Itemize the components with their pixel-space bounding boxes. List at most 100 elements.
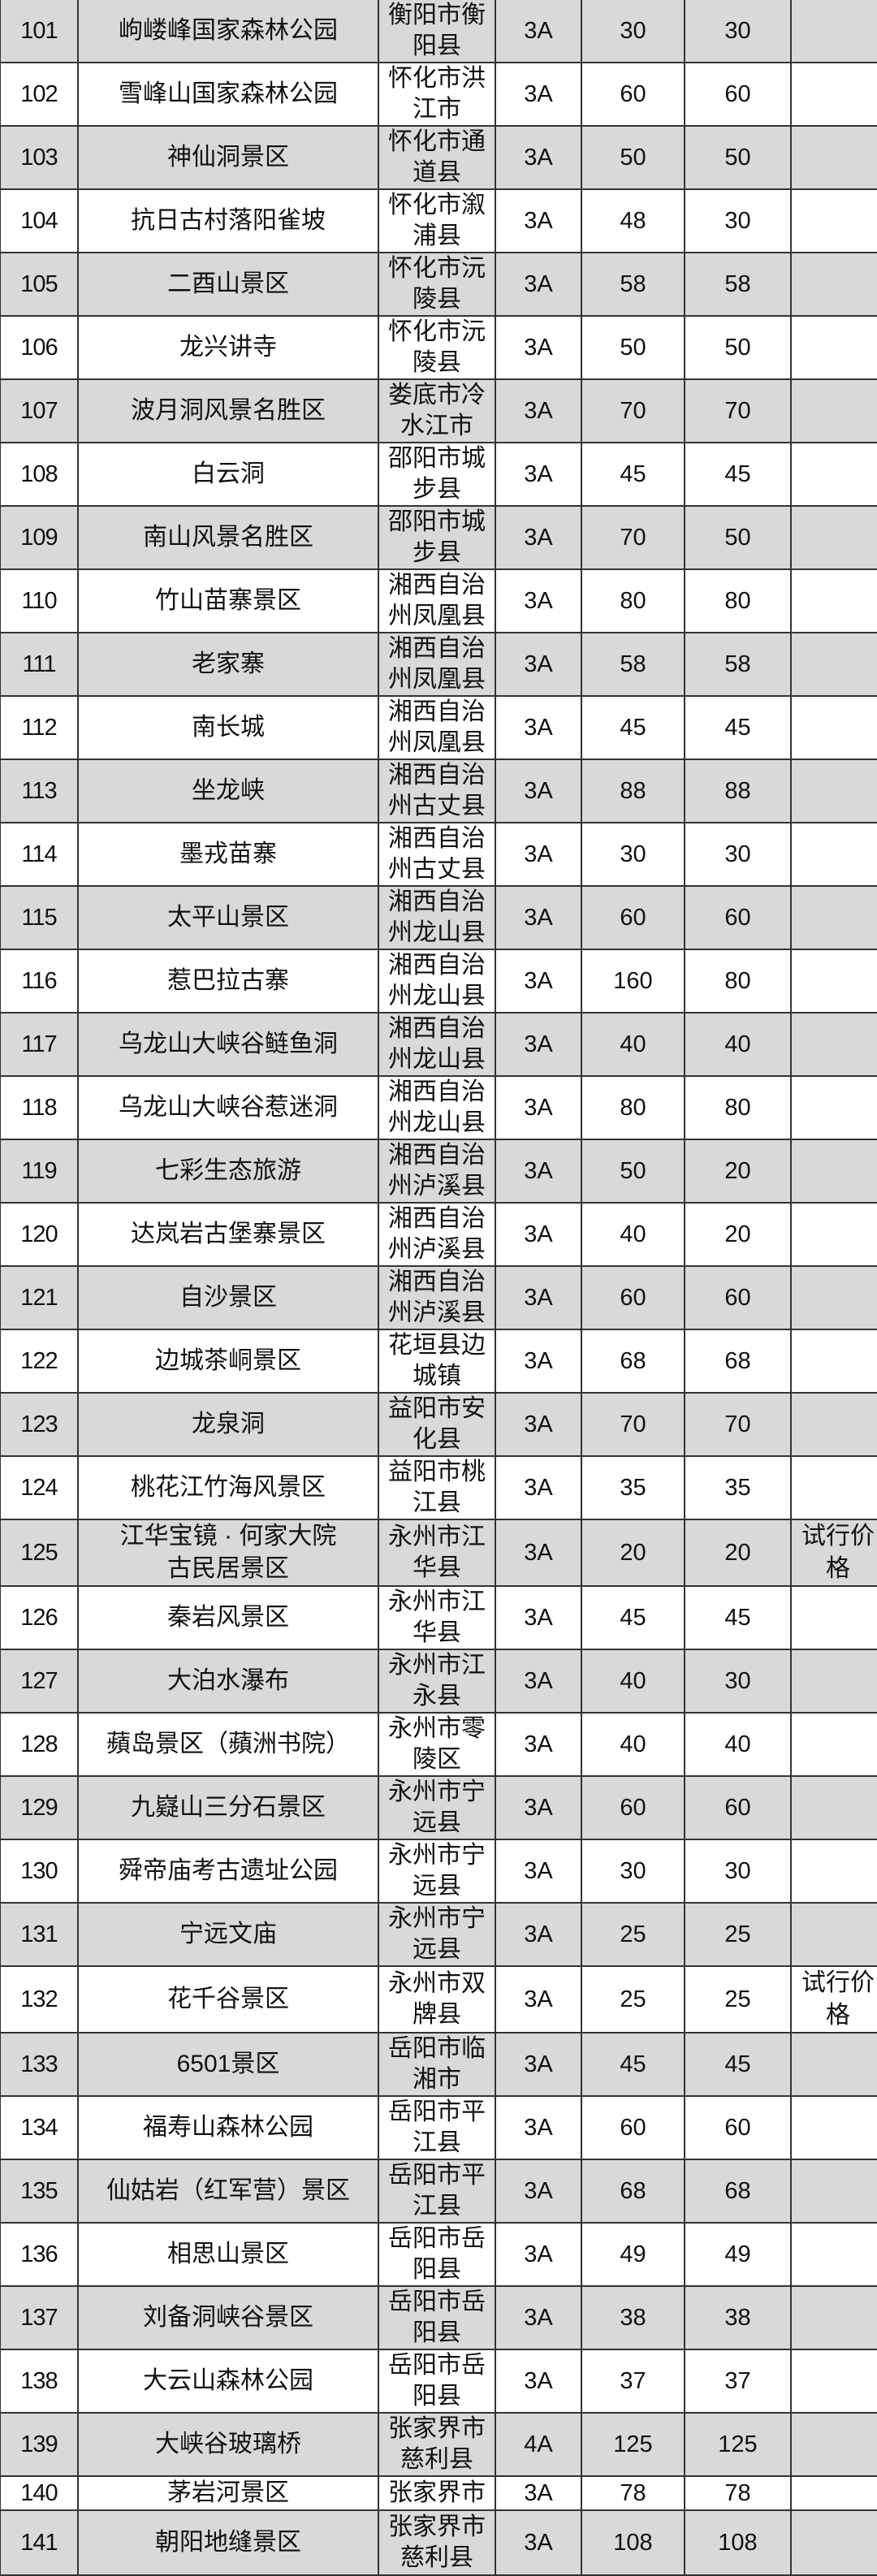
region-cell: 张家界市 [378, 2475, 496, 2511]
discounted-price-cell: 30 [684, 188, 792, 253]
remark-cell [790, 378, 877, 443]
row-number-cell: 107 [0, 378, 79, 443]
row-number-cell: 114 [0, 822, 79, 887]
row-number-cell: 123 [0, 1392, 79, 1457]
scenic-spot-name-cell: 秦岩风景区 [77, 1585, 379, 1650]
scenic-spot-name-cell: 6501景区 [77, 2032, 379, 2097]
table-row: 140 茅岩河景区 张家界市 3A 78 78 [0, 2475, 877, 2511]
remark-cell [790, 632, 877, 697]
scenic-spot-name-cell: 刘备洞峡谷景区 [77, 2285, 379, 2350]
remark-cell [790, 1202, 877, 1267]
region-cell: 永州市江永县 [378, 1649, 496, 1714]
scenic-spot-name-cell: 大泊水瀑布 [77, 1649, 379, 1714]
table-row: 127 大泊水瀑布 永州市江永县 3A 40 30 [0, 1649, 877, 1714]
ticket-price-cell: 60 [581, 1775, 685, 1840]
ticket-price-cell: 40 [581, 1202, 685, 1267]
grade-level-cell: 3A [495, 1839, 582, 1904]
discounted-price-cell: 70 [684, 378, 792, 443]
region-cell: 衡阳市衡阳县 [378, 0, 496, 63]
row-number-cell: 118 [0, 1075, 79, 1140]
discounted-price-cell: 45 [684, 695, 792, 760]
row-number-cell: 122 [0, 1329, 79, 1394]
region-cell: 永州市宁远县 [378, 1839, 496, 1904]
region-cell: 岳阳市平江县 [378, 2159, 496, 2224]
row-number-cell: 139 [0, 2412, 79, 2477]
scenic-spot-name-cell: 抗日古村落阳雀坡 [77, 188, 379, 253]
row-number-cell: 128 [0, 1712, 79, 1777]
grade-level-cell: 3A [495, 2349, 582, 2414]
grade-level-cell: 3A [495, 1965, 582, 2034]
row-number-cell: 124 [0, 1455, 79, 1520]
scenic-spot-name-cell: 龙兴讲寺 [77, 315, 379, 380]
table-row: 110 竹山苗寨景区 湘西自治州凤凰县 3A 80 80 [0, 568, 877, 633]
scenic-spot-name-cell: 波月洞风景名胜区 [77, 378, 379, 443]
region-cell: 怀化市通道县 [378, 125, 496, 190]
remark-cell [790, 695, 877, 760]
remark-cell [790, 62, 877, 127]
scenic-spot-name-cell: 惹巴拉古寨 [77, 949, 379, 1014]
scenic-spot-name-cell: 朝阳地缝景区 [77, 2509, 379, 2576]
row-number-cell: 134 [0, 2095, 79, 2160]
table-row: 112 南长城 湘西自治州凤凰县 3A 45 45 [0, 695, 877, 760]
remark-cell [790, 188, 877, 253]
discounted-price-cell: 25 [684, 1965, 792, 2034]
grade-level-cell: 3A [495, 1712, 582, 1777]
scenic-spot-name-cell: 舜帝庙考古遗址公园 [77, 1839, 379, 1904]
scenic-spot-name-cell: 桃花江竹海风景区 [77, 1455, 379, 1520]
discounted-price-cell: 50 [684, 315, 792, 380]
remark-cell: 试行价格 [790, 1965, 877, 2034]
region: 湘西自治州古丈县 [388, 762, 486, 819]
remark-cell [790, 759, 877, 823]
discounted-price-cell: 60 [684, 1265, 792, 1330]
remark-cell [790, 1775, 877, 1840]
region-cell: 湘西自治州龙山县 [378, 949, 496, 1014]
row-number-cell: 106 [0, 315, 79, 380]
remark-cell [790, 0, 877, 63]
ticket-price-cell: 38 [581, 2285, 685, 2350]
discounted-price-cell: 45 [684, 442, 792, 507]
table-row: 125 江华宝镜 · 何家大院 古民居景区 永州市江华县 3A 20 20 试行价格 [0, 1519, 877, 1587]
region: 张家界市慈利县 [388, 2415, 486, 2473]
region: 永州市江华县 [388, 1524, 486, 1581]
region-cell: 湘西自治州凤凰县 [378, 632, 496, 697]
region: 湘西自治州泸溪县 [388, 1205, 486, 1263]
region: 永州市宁远县 [388, 1905, 486, 1963]
ticket-price-cell: 70 [581, 378, 685, 443]
row-number-cell: 125 [0, 1519, 79, 1587]
region-cell: 怀化市洪江市 [378, 62, 496, 127]
grade-level-cell: 3A [495, 505, 582, 570]
scenic-spot-name-cell: 达岚岩古堡寨景区 [77, 1202, 379, 1267]
region-cell: 永州市江华县 [378, 1585, 496, 1650]
ticket-price-cell: 50 [581, 315, 685, 380]
grade-level-cell: 3A [495, 568, 582, 633]
grade-level-cell: 3A [495, 1012, 582, 1077]
grade-level-cell: 3A [495, 1202, 582, 1267]
region-cell: 岳阳市岳阳县 [378, 2285, 496, 2350]
row-number-cell: 111 [0, 632, 79, 697]
row-number-cell: 119 [0, 1139, 79, 1204]
grade-level-cell: 3A [495, 632, 582, 697]
grade-level-cell: 3A [495, 1775, 582, 1840]
region: 岳阳市平江县 [388, 2162, 486, 2219]
ticket-price-cell: 88 [581, 759, 685, 823]
grade-level-cell: 3A [495, 1392, 582, 1457]
region-cell: 怀化市沅陵县 [378, 252, 496, 317]
table-row: 105 二酉山景区 怀化市沅陵县 3A 58 58 [0, 252, 877, 317]
remark-cell [790, 1139, 877, 1204]
ticket-price-cell: 108 [581, 2509, 685, 2576]
remark-cell [790, 2285, 877, 2350]
ticket-price-cell: 40 [581, 1712, 685, 1777]
ticket-price-cell: 20 [581, 1519, 685, 1587]
region: 湘西自治州凤凰县 [388, 635, 486, 693]
table-row: 107 波月洞风景名胜区 娄底市冷水江市 3A 70 70 [0, 378, 877, 443]
grade-level-cell: 3A [495, 2032, 582, 2097]
row-number-cell: 133 [0, 2032, 79, 2097]
grade-level-cell: 3A [495, 1649, 582, 1714]
ticket-price-cell: 68 [581, 1329, 685, 1394]
region-cell: 张家界市慈利县 [378, 2412, 496, 2477]
scenic-spot-name-cell: 江华宝镜 · 何家大院 古民居景区 [77, 1519, 379, 1587]
ticket-price-cell: 35 [581, 1455, 685, 1520]
discounted-price-cell: 30 [684, 1649, 792, 1714]
discounted-price-cell: 58 [684, 252, 792, 317]
ticket-price-cell: 78 [581, 2475, 685, 2511]
